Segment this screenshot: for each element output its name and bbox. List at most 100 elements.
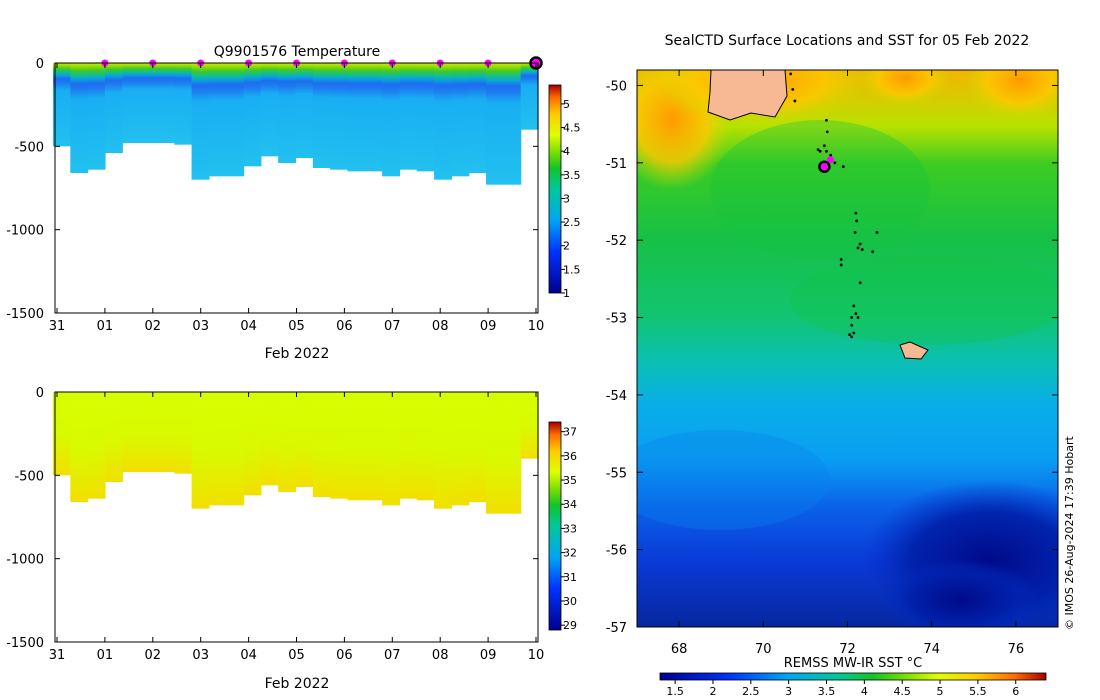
sst-colorbar-tick-label: 3	[785, 685, 792, 698]
profile-column	[295, 63, 314, 158]
track-point	[839, 263, 843, 267]
y-tick-label: 0	[36, 57, 44, 72]
temperature-profiles	[53, 63, 539, 185]
profile-column	[260, 63, 279, 157]
track-point	[856, 316, 860, 319]
x-tick-label: 03	[192, 319, 209, 334]
track-point	[841, 165, 845, 169]
sst-colorbar-tick-label: 1.5	[666, 685, 684, 698]
profile-column	[226, 392, 245, 506]
x-tick-label: 08	[432, 648, 449, 663]
temperature-section-plot: Q9901576 Temperature 31 01 02 03 04 05 06 07 08 0…	[6, 44, 580, 362]
profile-column	[434, 63, 452, 180]
colorbar-tick-label: 5	[563, 98, 570, 111]
profile-column	[226, 63, 245, 177]
colorbar-tick-label: 31	[563, 571, 577, 584]
temperature-xlabel: Feb 2022	[265, 346, 330, 362]
profile-column	[347, 63, 366, 172]
x-tick-label: 03	[192, 648, 209, 663]
map-y-tick-label: -56	[606, 544, 627, 559]
profile-column	[122, 392, 141, 472]
profile-column	[156, 392, 175, 472]
track-point	[858, 242, 862, 246]
profile-column	[122, 63, 141, 143]
x-tick-label: 04	[240, 319, 257, 334]
colorbar-tick-label: 34	[563, 498, 577, 511]
map-x-tick-label: 68	[671, 642, 688, 657]
x-tick-label: 09	[480, 648, 497, 663]
x-tick-label: 06	[336, 319, 353, 334]
profile-column	[243, 392, 262, 496]
map-y-tick-label: -52	[606, 234, 627, 249]
copyright-credit: © IMOS 26-Aug-2024 17:39 Hobart	[1063, 436, 1076, 630]
y-tick-label: -500	[14, 469, 44, 484]
track-point	[791, 87, 795, 91]
x-tick-label: 31	[49, 648, 66, 663]
x-tick-label: 06	[336, 648, 353, 663]
colorbar-tick-label: 1	[563, 287, 570, 300]
profile-column	[520, 63, 539, 130]
map-y-tick-label: -51	[606, 157, 627, 172]
sst-colorbar-tick-label: 3.5	[818, 685, 836, 698]
track-point	[850, 316, 854, 319]
profile-column	[382, 392, 401, 506]
profile-column	[139, 392, 158, 472]
track-point	[839, 258, 843, 261]
profile-column	[295, 392, 314, 487]
x-tick-label: 04	[240, 648, 257, 663]
temperature-plot-axes: 31 01 02 03 04 05 06 07 08 09 10 0 -500 -1000 -1500	[6, 57, 544, 334]
colorbar-tick-label: 33	[563, 522, 577, 535]
y-tick-label: -1500	[6, 307, 44, 322]
salinity-colorbar	[548, 421, 562, 631]
track-point	[850, 335, 854, 339]
salinity-colorbar-ticks: 29 30 31 32 33 34 35 36 37	[561, 426, 577, 632]
colorbar-tick-label: 32	[563, 547, 577, 560]
kerguelen-island	[707, 70, 788, 121]
map-x-tick-label: 74	[923, 642, 940, 657]
map-y-tick-label: -57	[606, 621, 627, 636]
profile-column	[278, 63, 297, 163]
profile-column	[468, 392, 487, 502]
profile-column	[434, 392, 452, 509]
y-tick-label: -1500	[6, 636, 44, 651]
map-x-tick-label: 76	[1008, 642, 1025, 657]
track-point	[852, 304, 856, 308]
x-tick-label: 31	[49, 319, 66, 334]
track-point	[833, 161, 837, 165]
profile-column	[503, 63, 522, 185]
sealctd-track-points	[789, 72, 879, 339]
profile-column	[330, 63, 349, 170]
track-point	[853, 231, 857, 234]
profile-column	[70, 63, 89, 173]
profile-column	[399, 392, 418, 499]
colorbar-tick-label: 4	[563, 145, 570, 158]
sst-colorbar-label: REMSS MW-IR SST °C	[784, 656, 923, 671]
recent-position-dot	[826, 156, 834, 164]
profile-column	[278, 392, 297, 492]
colorbar-tick-label: 37	[563, 426, 577, 439]
track-point	[825, 118, 828, 122]
y-tick-label: 0	[36, 386, 44, 401]
profile-column	[312, 392, 331, 497]
salinity-profiles	[53, 392, 539, 514]
profile-column	[451, 63, 470, 177]
track-point	[871, 250, 875, 254]
map-y-tick-label: -55	[606, 466, 627, 481]
sst-colorbar-tick-label: 2.5	[742, 685, 760, 698]
map-y-tick-label: -50	[606, 79, 627, 94]
profile-column	[416, 392, 435, 501]
colorbar-tick-label: 29	[563, 619, 577, 632]
profile-column	[53, 63, 71, 147]
x-tick-label: 08	[432, 319, 449, 334]
track-point	[852, 331, 856, 335]
profile-column	[208, 392, 227, 506]
x-tick-label: 01	[97, 319, 114, 334]
track-point	[816, 148, 820, 152]
profile-column	[486, 392, 504, 514]
track-point	[848, 333, 852, 336]
profile-column	[104, 63, 123, 153]
x-tick-label: 02	[145, 319, 162, 334]
salinity-plot-axes: 31 01 02 03 04 05 06 07 08 09 10 0 -500 -1000 -1500	[6, 386, 544, 663]
sst-colorbar	[659, 672, 1047, 681]
profile-column	[312, 63, 331, 168]
